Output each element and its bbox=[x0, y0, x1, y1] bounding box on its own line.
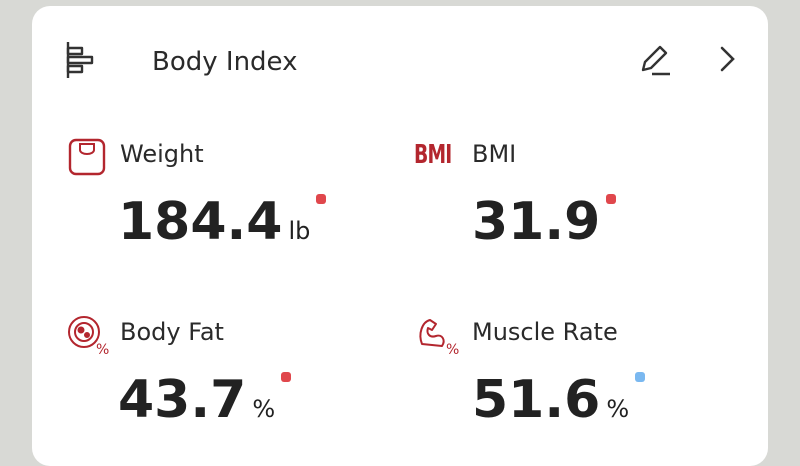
edit-button[interactable] bbox=[638, 42, 672, 76]
status-dot bbox=[281, 372, 292, 382]
metric-value: 184.4 bbox=[118, 192, 283, 252]
svg-text:%: % bbox=[446, 342, 459, 358]
svg-text:%: % bbox=[96, 342, 109, 358]
open-details-button[interactable] bbox=[716, 44, 740, 76]
metric-unit: % bbox=[606, 395, 630, 423]
bmi-icon: BMI bbox=[414, 140, 452, 170]
metric-label: Body Fat bbox=[120, 318, 224, 346]
header-icon bbox=[66, 42, 94, 78]
metric-value-row: 184.4 lb bbox=[118, 192, 327, 261]
card-title: Body Index bbox=[152, 47, 298, 77]
metric-unit: % bbox=[252, 395, 276, 423]
status-dot bbox=[316, 194, 327, 204]
body-index-card[interactable]: Body Index Weight 184.4 lb BMI BMI 31.9 %… bbox=[32, 6, 768, 466]
metric-label: Muscle Rate bbox=[472, 318, 618, 346]
metric-value: 51.6 bbox=[472, 370, 601, 430]
metric-label: Weight bbox=[120, 140, 204, 168]
status-dot bbox=[606, 194, 617, 204]
metric-value: 43.7 bbox=[118, 370, 247, 430]
weight-icon bbox=[68, 138, 106, 176]
metric-value: 31.9 bbox=[472, 192, 601, 252]
status-dot bbox=[635, 372, 646, 382]
metric-value-row: 51.6% bbox=[472, 370, 646, 439]
metric-unit: lb bbox=[288, 217, 311, 245]
body-fat-icon: % bbox=[68, 316, 109, 358]
metric-value-row: 31.9 bbox=[472, 192, 617, 252]
metric-value-row: 43.7% bbox=[118, 370, 292, 439]
muscle-rate-icon: % bbox=[419, 319, 459, 358]
page: Body Index Weight 184.4 lb BMI BMI 31.9 %… bbox=[32, 6, 768, 466]
metric-label: BMI bbox=[472, 140, 517, 168]
